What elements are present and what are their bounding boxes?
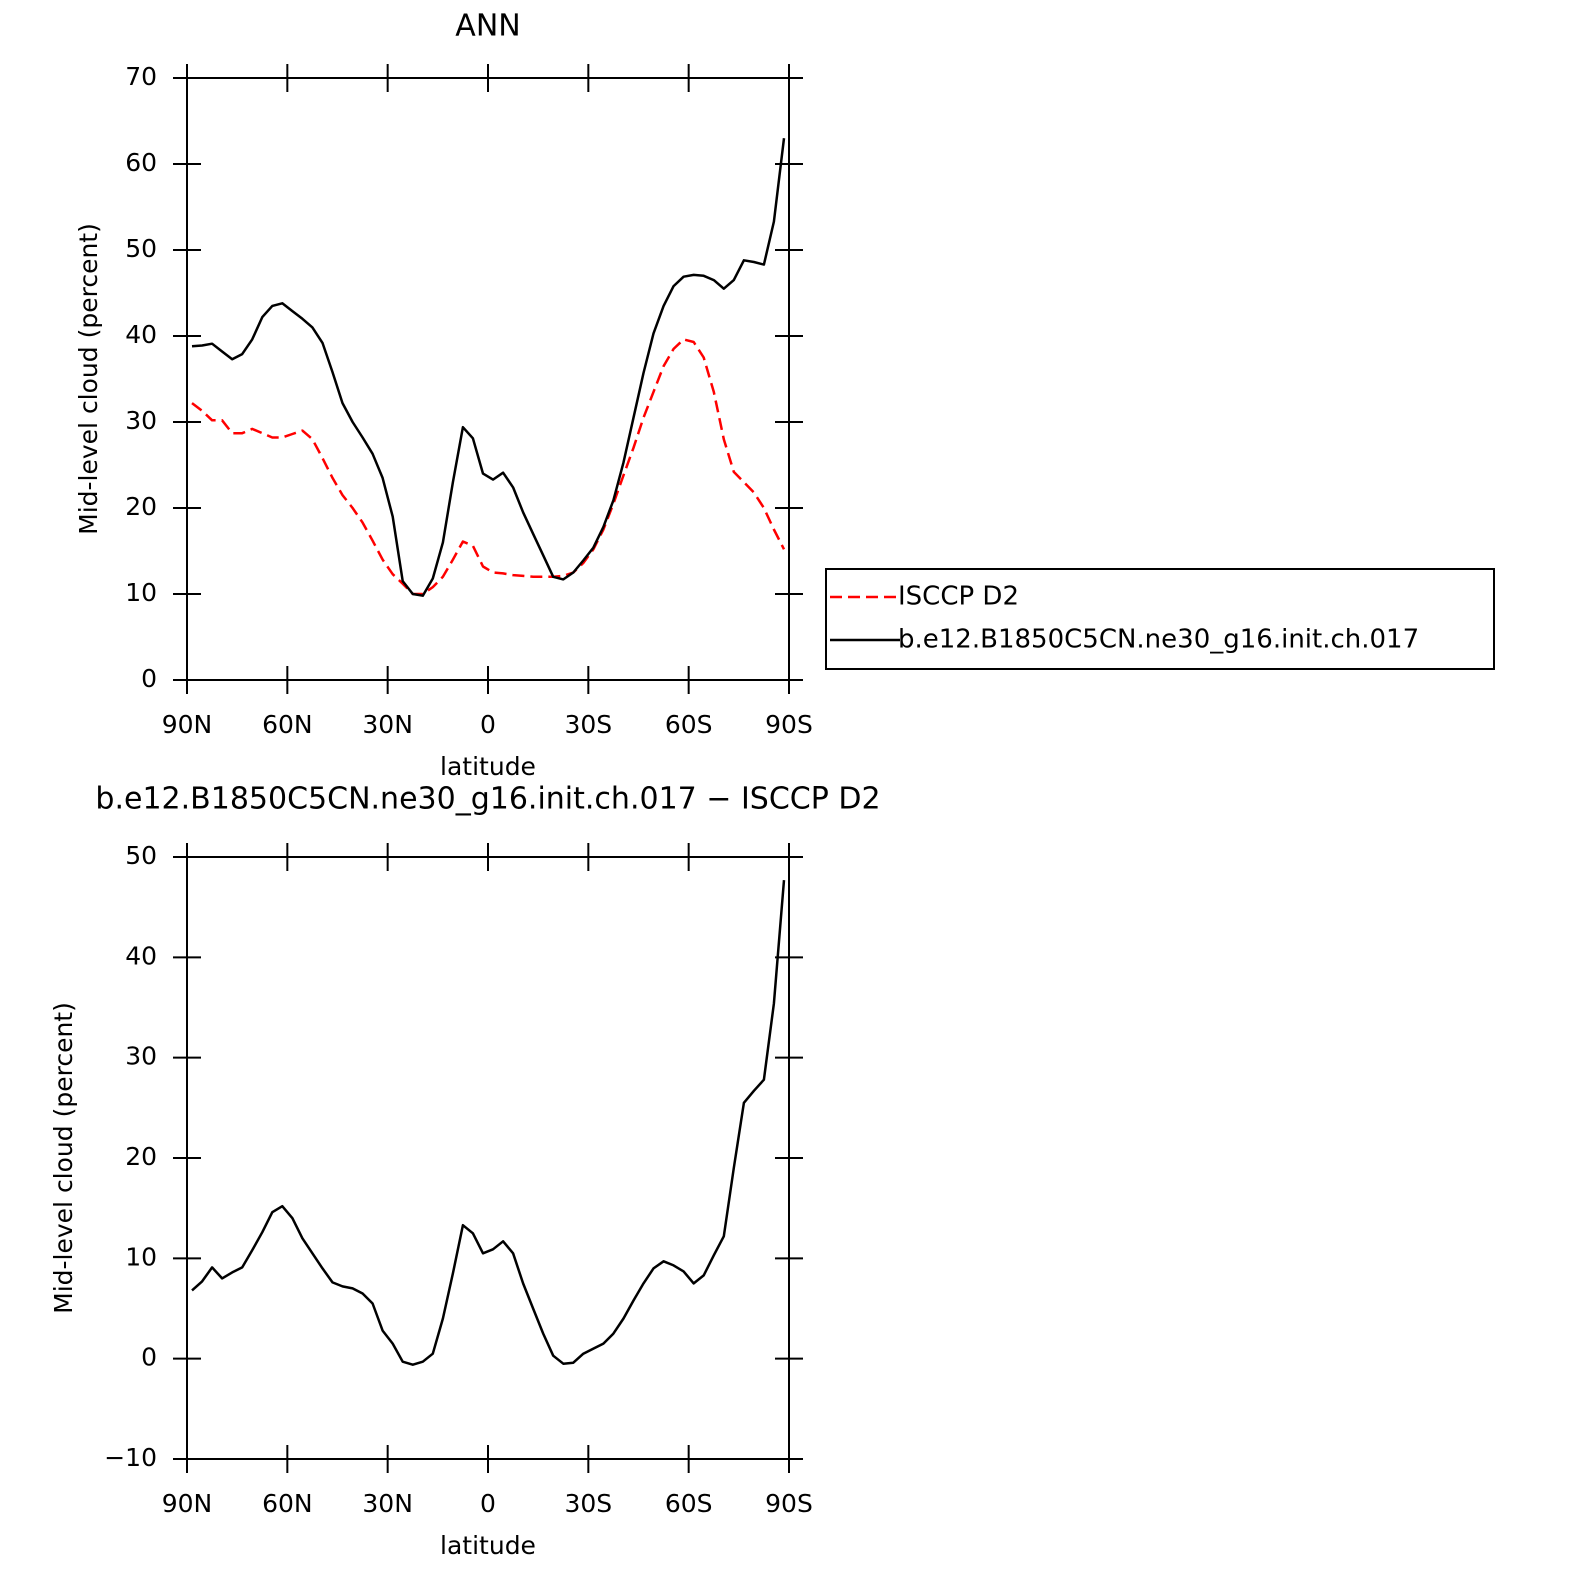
- legend-box: [825, 568, 1495, 670]
- chart-title: b.e12.B1850C5CN.ne30_g16.init.ch.017 − I…: [95, 782, 880, 817]
- plot-frame: [186, 77, 790, 681]
- y-tick-label: 30: [125, 406, 157, 435]
- x-tick-label: 30N: [362, 710, 413, 739]
- x-tick-label: 90S: [765, 710, 813, 739]
- data-line: [191, 338, 786, 596]
- x-tick-label: 90S: [765, 1489, 813, 1518]
- x-tick-label: 0: [480, 1489, 496, 1518]
- y-tick-label: 60: [125, 148, 157, 177]
- data-line: [191, 879, 786, 1366]
- y-tick-label: 20: [125, 1142, 157, 1171]
- y-tick-label: 10: [125, 578, 157, 607]
- x-tick-label: 60N: [262, 1489, 313, 1518]
- y-tick-label: −10: [104, 1443, 157, 1472]
- y-tick-label: 40: [125, 941, 157, 970]
- plot-frame: [186, 856, 790, 1460]
- x-tick-label: 90N: [162, 710, 213, 739]
- x-tick-label: 90N: [162, 1489, 213, 1518]
- data-line: [191, 138, 786, 597]
- y-tick-label: 50: [125, 234, 157, 263]
- legend-label: ISCCP D2: [898, 582, 1019, 612]
- y-tick-label: 20: [125, 492, 157, 521]
- x-tick-label: 30S: [564, 1489, 612, 1518]
- y-tick-label: 70: [125, 62, 157, 91]
- y-tick-label: 40: [125, 320, 157, 349]
- legend-label: b.e12.B1850C5CN.ne30_g16.init.ch.017: [898, 625, 1419, 655]
- x-tick-label: 30S: [564, 710, 612, 739]
- y-tick-label: 50: [125, 841, 157, 870]
- y-axis-label: Mid-level cloud (percent): [49, 1002, 78, 1314]
- chart-title: ANN: [455, 9, 520, 44]
- y-tick-label: 0: [141, 664, 157, 693]
- x-tick-label: 60N: [262, 710, 313, 739]
- x-axis-label: latitude: [440, 752, 536, 781]
- y-axis-label: Mid-level cloud (percent): [74, 223, 103, 535]
- y-tick-label: 10: [125, 1242, 157, 1271]
- x-axis-label: latitude: [440, 1531, 536, 1560]
- y-tick-label: 30: [125, 1042, 157, 1071]
- x-tick-label: 60S: [665, 710, 713, 739]
- x-tick-label: 60S: [665, 1489, 713, 1518]
- x-tick-label: 30N: [362, 1489, 413, 1518]
- y-tick-label: 0: [141, 1343, 157, 1372]
- x-tick-label: 0: [480, 710, 496, 739]
